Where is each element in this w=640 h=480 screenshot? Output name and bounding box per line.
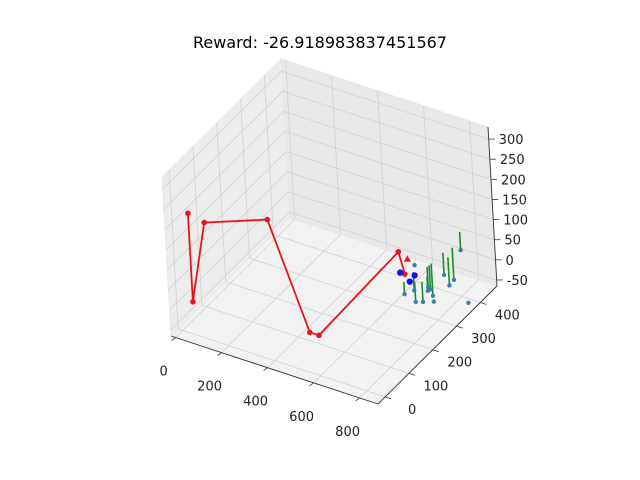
grid-y-floor bbox=[201, 304, 410, 374]
y-tick-label: 400 bbox=[495, 309, 520, 324]
grid-z-back bbox=[287, 171, 495, 241]
x-tick-label: 0 bbox=[159, 365, 167, 380]
x-axis-line bbox=[170, 335, 379, 405]
z-tick-label: 0 bbox=[506, 254, 514, 269]
grid-y-floor bbox=[273, 234, 481, 303]
obstacle-point bbox=[420, 299, 426, 305]
y-axis-line bbox=[377, 285, 498, 405]
y-tick-label: 100 bbox=[424, 379, 449, 394]
path-point bbox=[190, 299, 196, 305]
obstacle-point bbox=[458, 247, 463, 253]
agent-point bbox=[397, 269, 404, 276]
obstacle-point bbox=[425, 288, 430, 294]
z-axis-line bbox=[487, 126, 498, 287]
obstacle-point bbox=[447, 283, 452, 288]
path-point bbox=[185, 210, 191, 217]
obstacle-point bbox=[451, 277, 457, 283]
z-tick-label: 300 bbox=[499, 133, 524, 148]
obstacle-point bbox=[402, 292, 407, 297]
z-tick-label: 200 bbox=[501, 173, 526, 188]
obstacle-point bbox=[412, 288, 417, 293]
target-marker bbox=[403, 255, 411, 262]
path-line bbox=[187, 213, 406, 337]
x-tick-label: 600 bbox=[289, 410, 314, 425]
obstacle-point bbox=[412, 262, 417, 268]
grid-z-left bbox=[166, 151, 287, 270]
grid-x-floor bbox=[221, 234, 341, 353]
grid-x-floor bbox=[313, 264, 433, 384]
agent-point bbox=[411, 272, 418, 279]
path-point bbox=[201, 219, 208, 226]
grid-z-back bbox=[282, 90, 490, 160]
obstacle-segment bbox=[458, 231, 462, 251]
x-tick-mark bbox=[309, 382, 314, 387]
path-point bbox=[306, 329, 313, 336]
grid-x-floor bbox=[267, 249, 387, 369]
y-tick-mark bbox=[432, 349, 439, 353]
x-tick-mark bbox=[217, 352, 222, 356]
grid-y-floor bbox=[178, 328, 386, 398]
x-tick-mark bbox=[263, 367, 268, 372]
z-tick-label: 50 bbox=[504, 234, 521, 249]
grid-z-back bbox=[284, 131, 493, 200]
grid-y-floor bbox=[225, 281, 433, 351]
z-tick-label: 150 bbox=[502, 193, 527, 208]
z-tick-label: 100 bbox=[503, 214, 528, 229]
grid-z-back bbox=[283, 110, 492, 180]
obstacle-segment bbox=[428, 265, 432, 290]
grid-z-back bbox=[289, 211, 497, 281]
grid-z-back bbox=[286, 151, 494, 220]
path-point bbox=[264, 216, 271, 223]
path-point bbox=[402, 271, 408, 277]
y-tick-label: 300 bbox=[471, 332, 496, 347]
obstacle-segment bbox=[430, 263, 434, 296]
x-tick-mark bbox=[171, 337, 176, 341]
y-tick-label: 200 bbox=[447, 356, 472, 371]
grid-y-floor bbox=[249, 257, 457, 327]
grid-z-left bbox=[164, 111, 285, 230]
y-tick-mark bbox=[408, 372, 416, 376]
z-tick-label: 250 bbox=[500, 153, 525, 168]
grid-z-back bbox=[281, 70, 489, 140]
chart-title: Reward: -26.918983837451567 bbox=[193, 33, 447, 52]
path-point bbox=[395, 248, 402, 255]
obstacle-point bbox=[441, 272, 447, 278]
z-tick-label: -50 bbox=[507, 274, 528, 289]
grid-z-left bbox=[165, 131, 286, 250]
grid-z-left bbox=[168, 171, 288, 290]
agent-point bbox=[406, 278, 414, 285]
x-tick-label: 400 bbox=[243, 395, 268, 410]
grid-z-left bbox=[169, 191, 289, 311]
obstacle-point bbox=[413, 299, 418, 305]
y-tick-mark bbox=[480, 302, 487, 305]
y-tick-mark bbox=[456, 325, 463, 329]
y-tick-label: 0 bbox=[408, 403, 416, 418]
x-tick-label: 800 bbox=[335, 425, 360, 440]
path-point bbox=[316, 332, 322, 339]
y-tick-mark bbox=[385, 396, 392, 400]
x-tick-mark bbox=[355, 397, 360, 402]
obstacle-point bbox=[431, 299, 437, 304]
obstacle-segment bbox=[447, 257, 451, 286]
obstacle-segment bbox=[442, 252, 445, 276]
grid-z-left bbox=[162, 70, 282, 190]
x-tick-label: 200 bbox=[197, 380, 222, 395]
grid-z-left bbox=[163, 90, 284, 210]
grid-z-left bbox=[170, 211, 290, 331]
obstacle-point bbox=[466, 300, 471, 306]
obstacle-point bbox=[430, 293, 436, 298]
obstacle-segment bbox=[421, 281, 424, 303]
obstacle-segment bbox=[451, 247, 455, 280]
grid-x-floor bbox=[359, 279, 479, 399]
